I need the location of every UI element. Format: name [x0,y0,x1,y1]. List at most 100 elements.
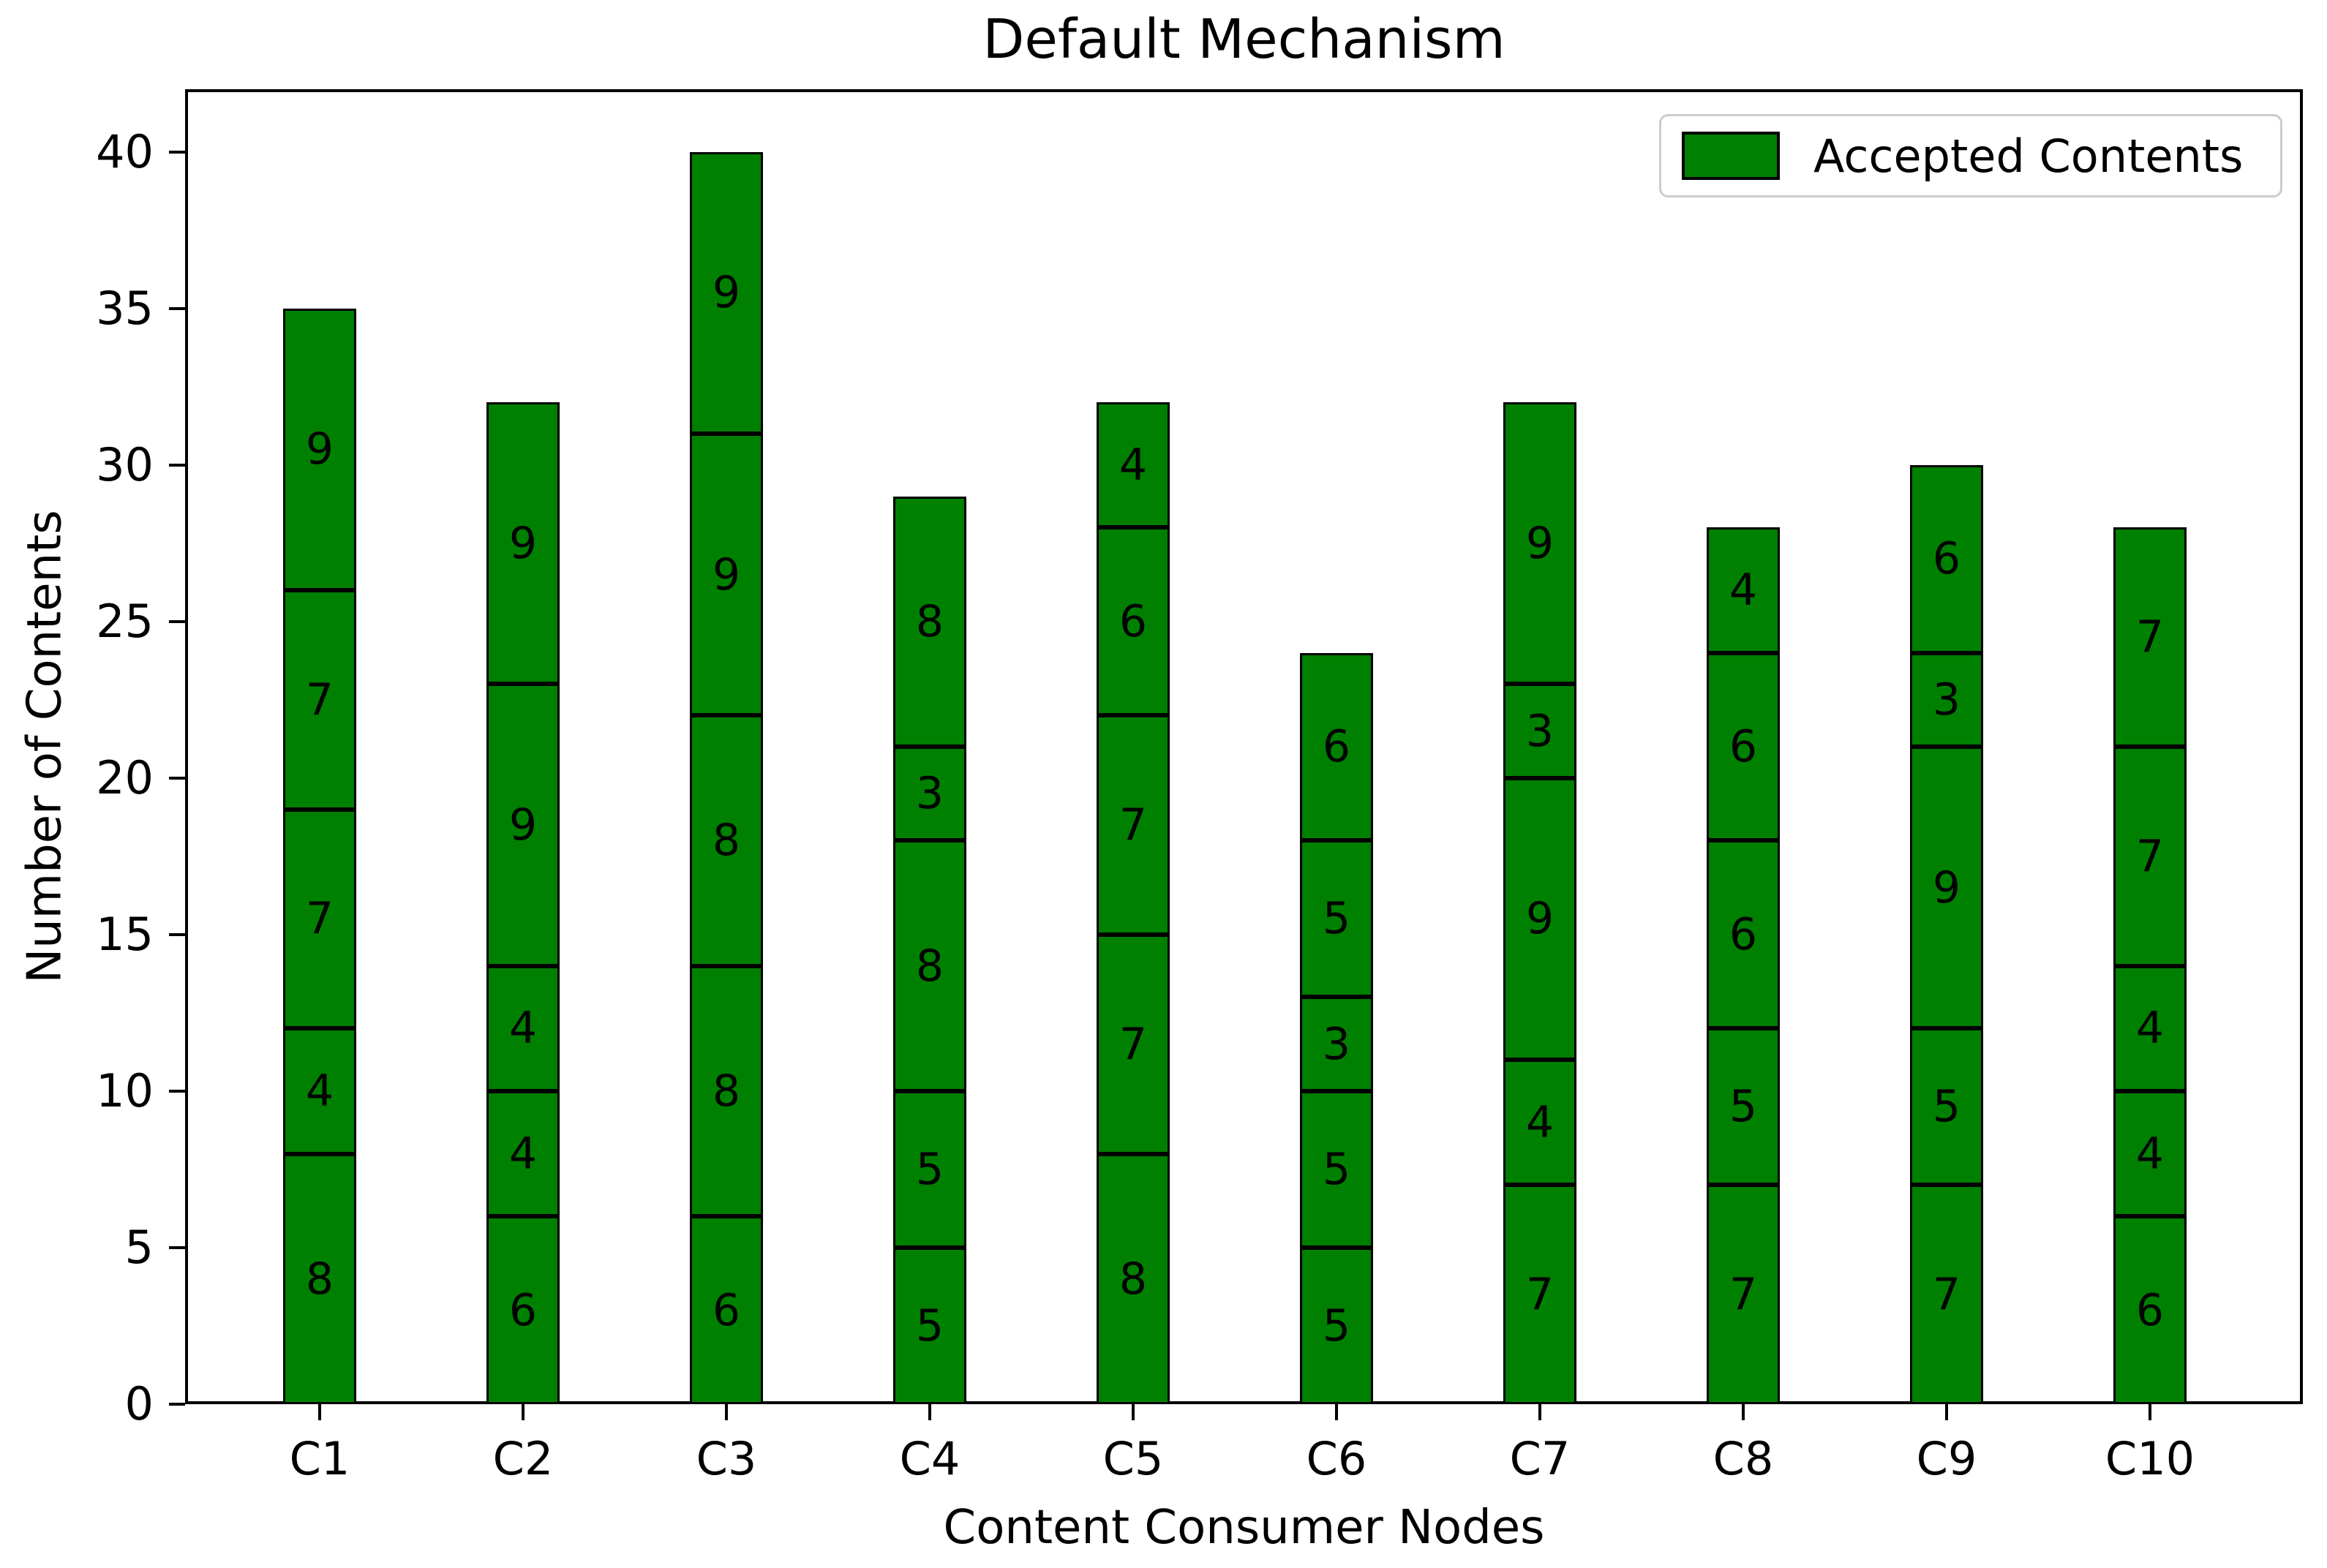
bar-segment-label: 4 [1119,439,1148,491]
bar-segment-label: 9 [508,517,538,569]
y-tick-label: 0 [124,1377,154,1431]
bar-segment-label: 4 [1525,1096,1555,1148]
bar-segment-label: 8 [712,815,741,867]
bar-segment-label: 4 [2135,1003,2165,1055]
bar-segment: 9 [486,402,560,685]
bar-segment-label: 4 [305,1065,334,1117]
bar-segment: 8 [1097,1153,1170,1404]
legend-label: Accepted Contents [1813,129,2244,183]
x-tick-label: C6 [1306,1432,1367,1485]
bar-segment: 5 [1910,1028,1983,1186]
bar-segment: 5 [893,1247,966,1404]
bar-segment: 5 [893,1090,966,1248]
x-tick-mark [1538,1404,1541,1420]
y-tick-label: 5 [124,1220,154,1274]
bar-segment: 8 [893,840,966,1091]
bar-segment: 5 [1300,1247,1373,1404]
bar-segment-label: 6 [2135,1284,2165,1336]
bar-segment-label: 6 [1729,908,1758,960]
y-tick-label: 25 [96,594,154,648]
bar-segment-label: 8 [712,1065,741,1117]
bar-segment: 6 [1097,527,1170,716]
bar-segment-label: 6 [1322,720,1351,772]
bar-segment: 6 [1910,464,1983,653]
x-tick-label: C1 [289,1432,350,1485]
bar-segment: 9 [690,433,763,716]
bar-segment-label: 4 [2135,1128,2165,1180]
legend: Accepted Contents [1659,114,2282,197]
x-tick-label: C4 [899,1432,961,1485]
bar-segment: 9 [690,151,763,434]
bar-segment-label: 6 [1729,720,1758,772]
x-tick-label: C2 [492,1432,554,1485]
bar-segment-label: 7 [2135,611,2165,663]
x-tick-label: C3 [696,1432,757,1485]
bar-segment-label: 7 [305,893,334,945]
y-tick-label: 10 [96,1063,154,1117]
x-tick-label: C7 [1509,1432,1571,1485]
bar-segment-label: 8 [915,940,944,992]
bar-segment: 4 [486,965,560,1091]
bar-segment-label: 9 [305,423,334,475]
y-tick-mark [169,150,185,154]
bar-segment: 9 [1503,777,1576,1060]
y-tick-label: 30 [96,437,154,491]
bar-segment: 6 [690,1216,763,1404]
y-tick-label: 40 [96,124,154,178]
y-tick-mark [169,776,185,780]
bar-segment: 8 [893,496,966,747]
bar-segment: 7 [2113,527,2187,747]
bar-segment-label: 6 [1932,533,1961,585]
bar-segment: 7 [1097,715,1170,935]
x-tick-label: C10 [2105,1432,2195,1485]
bar-segment: 9 [1503,402,1576,685]
bar-segment-label: 3 [915,768,944,820]
bar-segment-label: 6 [712,1284,741,1336]
x-tick-label: C8 [1713,1432,1774,1485]
y-tick-mark [169,932,185,936]
bar-segment: 8 [283,1153,356,1404]
bar-segment: 6 [2113,1216,2187,1404]
y-tick-label: 20 [96,750,154,804]
bar-segment-label: 7 [305,674,334,725]
bar-segment-label: 5 [1322,893,1351,945]
x-tick-label: C5 [1102,1432,1164,1485]
bar-segment-label: 3 [1525,705,1555,757]
bar-segment: 9 [283,308,356,590]
bar-segment-label: 5 [1322,1300,1351,1352]
bar-segment-label: 9 [712,549,741,600]
bar-segment: 6 [486,1216,560,1404]
legend-swatch [1682,132,1780,180]
bar-segment-label: 9 [508,799,538,851]
bar-segment-label: 3 [1322,1018,1351,1070]
bar-segment-label: 7 [1525,1269,1555,1321]
bar-segment: 9 [486,684,560,966]
y-tick-mark [169,619,185,623]
x-tick-mark [318,1404,321,1420]
bar-segment: 4 [486,1090,560,1217]
x-tick-mark [1335,1404,1338,1420]
bar-segment-label: 7 [1932,1269,1961,1321]
bar-segment-label: 5 [915,1300,944,1352]
x-tick-label: C9 [1916,1432,1977,1485]
x-tick-mark [522,1404,525,1420]
bar-segment: 9 [1910,747,1983,1029]
x-tick-mark [1132,1404,1135,1420]
x-tick-mark [928,1404,931,1420]
bar-segment: 4 [2113,1090,2187,1217]
bar-segment-label: 5 [915,1143,944,1195]
bar-segment-label: 9 [1525,893,1555,945]
bar-segment-label: 4 [508,1128,538,1180]
bar-segment-label: 9 [712,267,741,319]
bar-segment-label: 4 [508,1003,538,1055]
bar-segment: 3 [893,747,966,841]
bar-segment-label: 7 [1729,1269,1758,1321]
x-tick-mark [725,1404,728,1420]
chart-title: Default Mechanism [982,8,1505,71]
bar-segment: 3 [1503,684,1576,778]
x-tick-mark [2149,1404,2151,1420]
x-axis-label: Content Consumer Nodes [943,1501,1545,1555]
bar-segment: 5 [1707,1028,1780,1186]
y-tick-mark [169,1089,185,1093]
